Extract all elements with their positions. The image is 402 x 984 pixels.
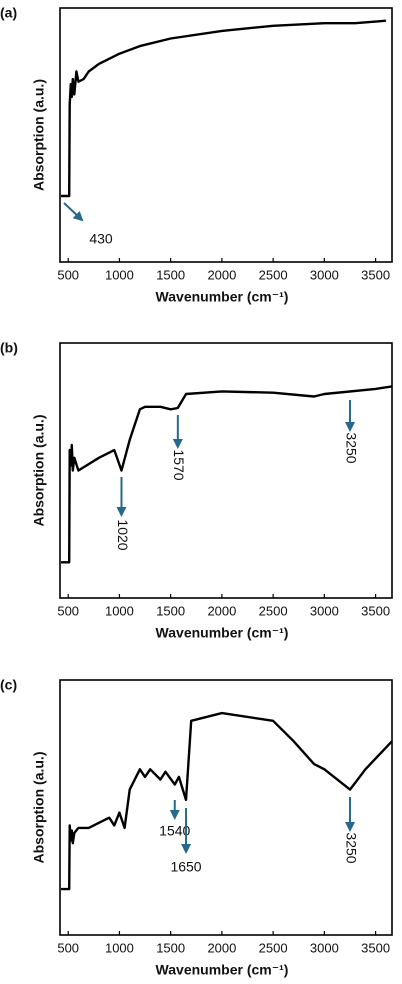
x-tick-label: 3000 bbox=[310, 603, 339, 618]
spectrum-line bbox=[61, 19, 386, 198]
annotation-label: 3250 bbox=[343, 832, 359, 863]
panel-label: (a) bbox=[0, 5, 17, 21]
annotation-label: 1020 bbox=[115, 519, 131, 550]
y-axis-label: Absorption (a.u.) bbox=[31, 79, 47, 191]
plot-frame bbox=[59, 679, 393, 936]
x-tick-label: 3500 bbox=[361, 267, 390, 282]
panel-label: (c) bbox=[0, 677, 17, 693]
panel-label: (b) bbox=[0, 340, 18, 356]
x-tick-label: 1500 bbox=[156, 940, 185, 955]
x-tick-label: 1000 bbox=[105, 267, 134, 282]
spectrum-line bbox=[61, 385, 393, 564]
annotation-label: 1650 bbox=[170, 859, 201, 875]
x-axis-label: Wavenumber (cm⁻¹) bbox=[156, 289, 289, 305]
x-tick-label: 2500 bbox=[259, 940, 288, 955]
x-tick-label: 2500 bbox=[259, 267, 288, 282]
x-tick-label: 3500 bbox=[361, 603, 390, 618]
y-axis-label: Absorption (a.u.) bbox=[31, 415, 47, 527]
plot-frame bbox=[59, 342, 393, 599]
x-tick-label: 1000 bbox=[105, 940, 134, 955]
spectrum-line bbox=[61, 711, 393, 891]
annotation-label: 3250 bbox=[343, 432, 359, 463]
x-tick-label: 3500 bbox=[361, 940, 390, 955]
x-tick-label: 1500 bbox=[156, 267, 185, 282]
annotation-label: 1540 bbox=[159, 823, 190, 839]
x-axis-label: Wavenumber (cm⁻¹) bbox=[156, 625, 289, 641]
x-tick-label: 500 bbox=[57, 603, 79, 618]
x-tick-label: 500 bbox=[57, 940, 79, 955]
x-tick-label: 3000 bbox=[310, 267, 339, 282]
annotation-arrow bbox=[63, 202, 84, 222]
plot-frame bbox=[59, 7, 393, 263]
x-tick-label: 3000 bbox=[310, 940, 339, 955]
x-tick-label: 500 bbox=[57, 267, 79, 282]
x-tick-label: 2000 bbox=[207, 940, 236, 955]
x-tick-label: 2000 bbox=[207, 267, 236, 282]
y-axis-label: Absorption (a.u.) bbox=[31, 752, 47, 864]
annotation-label: 430 bbox=[89, 231, 113, 247]
x-tick-label: 1500 bbox=[156, 603, 185, 618]
x-tick-label: 1000 bbox=[105, 603, 134, 618]
x-tick-label: 2500 bbox=[259, 603, 288, 618]
x-tick-label: 2000 bbox=[207, 603, 236, 618]
x-axis-label: Wavenumber (cm⁻¹) bbox=[156, 962, 289, 978]
annotation-label: 1570 bbox=[171, 449, 187, 480]
